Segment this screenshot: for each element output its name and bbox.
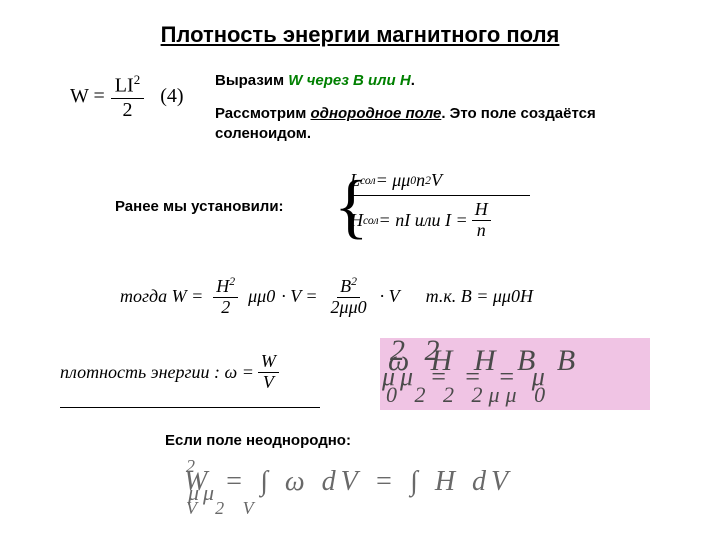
r2-fd: n xyxy=(474,221,489,241)
l3-f2n: B2 xyxy=(337,276,360,298)
l3-f2: B2 2μμ0 xyxy=(328,276,370,318)
l3-pre: тогда W = xyxy=(120,286,203,307)
l3-tkt: т.к. B = μμ xyxy=(426,286,511,307)
l3-s0a: 0 xyxy=(266,286,275,307)
para-homogeneous: Рассмотрим однородное поле. Это поле соз… xyxy=(215,104,635,145)
eq-den: 2 xyxy=(118,99,136,122)
r1-tail: V xyxy=(431,170,442,191)
slide: Плотность энергии магнитного поля W = LI… xyxy=(0,0,720,540)
b-l1: W = ∫ ω dV = ∫ H dV xyxy=(184,466,513,498)
l3-f1n: H2 xyxy=(213,276,238,298)
highlight-box: 2 2 ω H H B B μμ = = = μ 0 2 2 2μμ 0 xyxy=(380,338,650,410)
dens-frac: W V xyxy=(258,352,279,393)
l3-f2s: 2 xyxy=(351,275,357,288)
l3-f2d: 2μμ0 xyxy=(328,298,370,318)
equation-integral: 2 W = ∫ ω dV = ∫ H dV μμ V 2 V xyxy=(180,458,540,520)
r2-fn: H xyxy=(472,200,491,221)
l3-f2dt: 2μμ xyxy=(331,297,358,317)
equation-W-LI2-2: W = LI2 2 (4) xyxy=(70,72,184,122)
equation-then-W: тогда W = H2 2 μμ0 · V = B2 2μμ0 · V т.к… xyxy=(120,276,533,318)
eq-number: (4) xyxy=(160,85,183,108)
para-inhomogeneous: Если поле неоднородно: xyxy=(165,432,351,449)
l3-s0c: 0 xyxy=(511,286,520,307)
l3-mid1t: μμ xyxy=(248,286,266,307)
sys-row2: Hсол = nI или I = H n xyxy=(350,200,530,241)
l3-mid1: μμ0 xyxy=(248,286,275,307)
l3-f1s: 2 xyxy=(229,275,235,288)
equation-system: { Lсол = μμ0 n2 V Hсол = nI или I = H n xyxy=(350,170,530,241)
p2-t1: Рассмотрим xyxy=(215,105,311,122)
l3-f1n-t: H xyxy=(216,276,229,296)
l3-f1: H2 2 xyxy=(213,276,238,318)
r2-frac: H n xyxy=(472,200,491,241)
num-sup: 2 xyxy=(134,72,141,87)
eq-fraction: LI2 2 xyxy=(111,72,144,122)
eq-num: LI2 xyxy=(111,72,144,99)
l3-dot2: · V xyxy=(380,286,400,307)
p2-u: однородное поле xyxy=(311,105,442,122)
l3-dot: · V = xyxy=(281,286,317,307)
dens-d: V xyxy=(260,373,277,393)
dens-label: плотность энергии : ω = xyxy=(60,362,254,383)
equation-density: плотность энергии : ω = W V xyxy=(60,352,320,408)
page-title: Плотность энергии магнитного поля xyxy=(0,22,720,48)
p1-em: W через B или H xyxy=(288,72,410,89)
p1-t2: . xyxy=(411,72,415,89)
pink-l3: 0 2 2 2μμ 0 xyxy=(386,382,551,408)
para-express: Выразим W через B или H. xyxy=(215,72,415,89)
l3-h: H xyxy=(520,286,533,307)
num-text: LI xyxy=(115,75,134,97)
sys-row1: Lсол = μμ0 n2 V xyxy=(350,170,530,196)
l3-tk: т.к. B = μμ0H xyxy=(426,286,533,307)
r2-mid: = nI или I = xyxy=(379,210,468,231)
p1-t1: Выразим xyxy=(215,72,288,89)
l3-f2nt: B xyxy=(340,276,351,296)
b-l3: V 2 V xyxy=(186,498,261,519)
r1-rest: n xyxy=(416,170,425,191)
eq-lhs: W = xyxy=(70,85,105,108)
l3-f1d: 2 xyxy=(218,298,233,318)
l3-s0b: 0 xyxy=(358,297,367,317)
dens-n: W xyxy=(258,352,279,373)
r1-eq: = μμ xyxy=(376,170,411,191)
para-established: Ранее мы установили: xyxy=(115,198,284,215)
brace-icon: { xyxy=(334,170,369,242)
